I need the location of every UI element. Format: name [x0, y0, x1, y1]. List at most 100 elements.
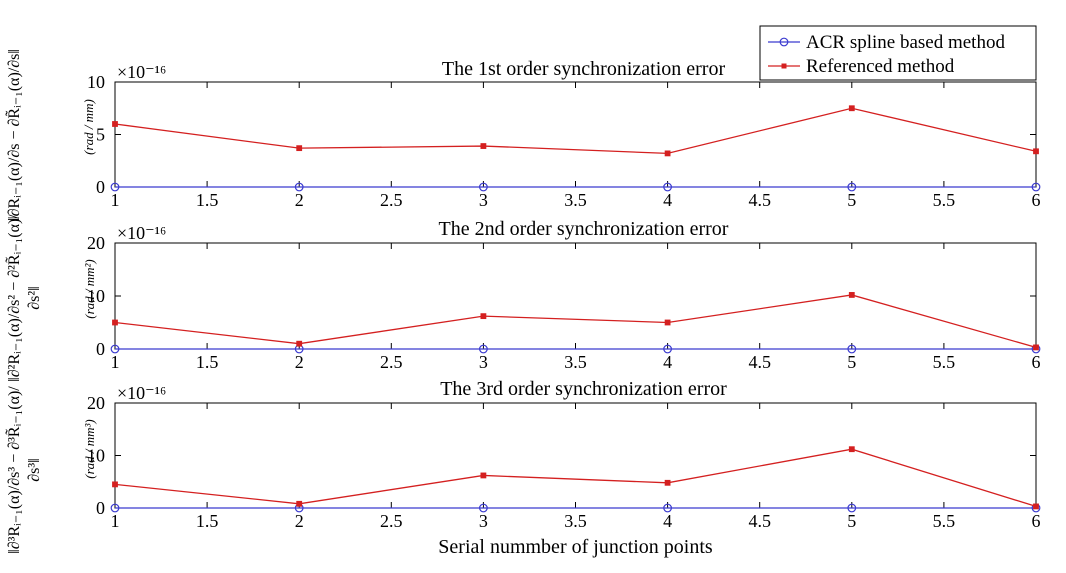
- data-point-acr: [663, 503, 672, 513]
- chart-title-2: The 2nd order synchronization error: [439, 218, 729, 240]
- y-exponent-2: ×10⁻¹⁶: [117, 223, 166, 243]
- ylabel-1-num-b: ∂R̃ᵢ₋₁(α): [6, 72, 23, 127]
- data-point-referenced: [848, 446, 855, 453]
- y-tick-label: 10: [87, 286, 105, 306]
- y-tick-label: 20: [87, 393, 105, 413]
- x-tick-label: 5.5: [933, 190, 956, 210]
- ylabel-1-norm-right: ‖: [6, 49, 23, 54]
- x-tick-label: 2: [295, 352, 304, 372]
- y-exponent-1: ×10⁻¹⁶: [117, 62, 166, 82]
- ylabel-1-den-b: ∂s: [6, 53, 23, 68]
- data-point-referenced: [112, 481, 118, 488]
- data-point-referenced: [112, 319, 118, 326]
- x-tick-label: 3.5: [564, 511, 587, 531]
- data-point-referenced: [664, 150, 671, 157]
- ylabel-2-den-b: ∂s²: [26, 290, 43, 310]
- data-point-referenced: [112, 121, 118, 127]
- x-tick-label: 1: [111, 511, 120, 531]
- data-point-acr: [110, 182, 120, 192]
- x-tick-label: 2: [295, 511, 304, 531]
- data-point-acr: [479, 182, 488, 192]
- x-tick-label: 6: [1032, 511, 1041, 531]
- data-point-acr: [110, 344, 120, 354]
- y-tick-label: 5: [96, 125, 105, 145]
- x-tick-label: 6: [1032, 190, 1041, 210]
- data-point-referenced: [480, 472, 487, 479]
- x-tick-label: 3.5: [564, 352, 587, 372]
- y-exponent-3: ×10⁻¹⁶: [117, 383, 166, 403]
- ylabel-2-num-b: ∂²R̃ᵢ₋₁(α): [6, 218, 23, 278]
- data-point-acr: [663, 182, 672, 192]
- data-point-acr: [847, 344, 857, 354]
- x-tick-label: 5.5: [933, 511, 956, 531]
- series-line-referenced-1: [114, 107, 1037, 155]
- data-point-referenced: [848, 105, 855, 112]
- x-tick-label: 2: [295, 190, 304, 210]
- ylabel-unit-3: (rad / mm³): [82, 419, 97, 479]
- x-tick-label: 1.5: [196, 190, 219, 210]
- x-tick-label: 4.5: [748, 511, 771, 531]
- chart-title-3: The 3rd order synchronization error: [440, 378, 727, 400]
- ylabel-block-1: ‖∂Rᵢ₋₁(α)/∂s − ∂R̃ᵢ₋₁(α)/∂s‖: [6, 49, 23, 221]
- data-point-referenced: [1033, 148, 1039, 155]
- legend-label-2: Referenced method: [806, 56, 955, 77]
- data-point-acr: [847, 182, 857, 192]
- y-tick-label: 10: [87, 72, 105, 92]
- data-point-referenced: [480, 313, 487, 320]
- ylabel-3-den-b: ∂s³: [26, 462, 43, 482]
- ylabel-unit-2: (rad / mm²): [82, 259, 97, 319]
- y-tick-label: 0: [96, 339, 105, 359]
- y-tick-label: 0: [96, 177, 105, 197]
- ylabel-unit-1: (rad / mm): [81, 99, 96, 155]
- x-axis-label: Serial nummber of junction points: [438, 536, 713, 558]
- y-tick-label: 20: [87, 233, 105, 253]
- x-tick-label: 6: [1032, 352, 1041, 372]
- x-tick-label: 2.5: [380, 511, 403, 531]
- ylabel-3-num-a: ∂³Rᵢ₋₁(α): [6, 490, 23, 550]
- legend-marker-circle: [779, 37, 789, 47]
- ylabel-3-norm-right: ‖: [26, 458, 43, 463]
- data-point-acr: [479, 503, 488, 513]
- x-tick-label: 4.5: [748, 352, 771, 372]
- ylabel-3-norm-left: ‖: [6, 549, 23, 554]
- ylabel-1-den-a: ∂s: [6, 143, 23, 158]
- legend-marker-star: [781, 63, 787, 69]
- x-tick-label: 1: [111, 190, 120, 210]
- x-tick-label: 5.5: [933, 352, 956, 372]
- ylabel-3-num-b: ∂³R̃ᵢ₋₁(α): [6, 390, 23, 450]
- series-line-referenced-3: [114, 448, 1037, 508]
- y-tick-label: 10: [87, 446, 105, 466]
- x-tick-label: 5: [847, 352, 856, 372]
- data-point-acr: [110, 503, 120, 513]
- data-point-acr: [663, 344, 672, 354]
- x-tick-label: 4: [663, 352, 672, 372]
- x-tick-label: 3.5: [564, 190, 587, 210]
- ylabel-2-den-a: ∂s²: [6, 294, 23, 314]
- data-point-acr: [294, 182, 304, 192]
- axes-frame-1: [114, 81, 1037, 188]
- x-tick-label: 4: [663, 190, 672, 210]
- x-tick-label: 1: [111, 352, 120, 372]
- ylabel-3-den-a: ∂s³: [6, 466, 23, 486]
- legend-label-1: ACR spline based method: [806, 32, 1005, 53]
- data-point-referenced: [296, 500, 303, 507]
- x-tick-label: 3: [479, 352, 488, 372]
- x-tick-label: 4: [663, 511, 672, 531]
- data-point-referenced: [1033, 344, 1039, 351]
- data-point-referenced: [480, 143, 487, 149]
- chart-title-1: The 1st order synchronization error: [442, 58, 726, 80]
- data-point-acr: [479, 344, 488, 354]
- x-tick-label: 3: [479, 511, 488, 531]
- x-tick-label: 5: [847, 511, 856, 531]
- data-point-referenced: [296, 145, 303, 152]
- data-point-referenced: [1033, 503, 1039, 510]
- data-point-referenced: [664, 479, 671, 486]
- legend-box: [759, 25, 1037, 81]
- axes-frame-3: [114, 402, 1037, 509]
- axes-frame-2: [114, 242, 1037, 350]
- x-tick-label: 1.5: [196, 352, 219, 372]
- x-tick-label: 2.5: [380, 352, 403, 372]
- data-point-acr: [1031, 182, 1041, 192]
- ylabel-2-num-a: ∂²Rᵢ₋₁(α): [6, 318, 23, 378]
